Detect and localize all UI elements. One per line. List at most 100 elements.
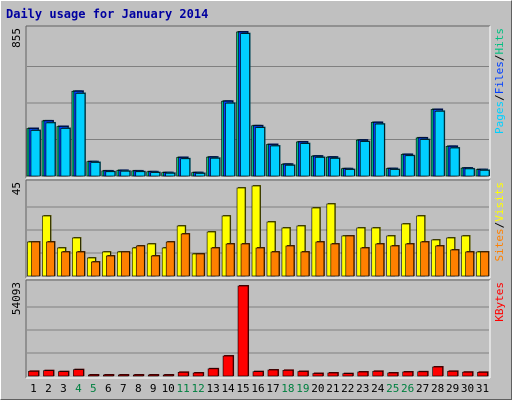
legend-files: Files <box>493 61 506 94</box>
bar-sites-day-25 <box>390 245 400 277</box>
legend-hits: Hits <box>493 28 506 55</box>
x-tick-day: 7 <box>120 382 127 395</box>
x-tick-day: 19 <box>296 382 309 395</box>
x-tick-day: 25 <box>386 382 399 395</box>
x-tick-day: 14 <box>221 382 235 395</box>
x-tick-day: 1 <box>30 382 37 395</box>
bar-sites-day-22 <box>345 235 355 277</box>
bar-kbytes-day-29 <box>447 371 458 377</box>
bar-sites-day-9 <box>150 255 160 277</box>
bar-pages-day-23 <box>359 141 370 177</box>
chart-title: Daily usage for January 2014 <box>6 7 208 21</box>
bar-pages-day-5 <box>90 162 101 177</box>
bar-pages-day-18 <box>285 165 295 177</box>
bar-kbytes-day-1 <box>28 371 39 377</box>
legend-separator: / <box>493 222 506 229</box>
bar-kbytes-day-25 <box>387 372 399 377</box>
bar-kbytes-day-14 <box>222 355 234 377</box>
x-tick-day: 23 <box>356 382 369 395</box>
series-pages <box>30 32 491 177</box>
bar-kbytes-day-16 <box>252 371 264 377</box>
x-tick-day: 4 <box>75 382 82 395</box>
bar-sites-day-16 <box>255 247 265 277</box>
bar-pages-day-13 <box>210 158 220 177</box>
x-tick-day: 20 <box>311 382 324 395</box>
bar-kbytes-day-5 <box>88 374 99 377</box>
bar-pages-day-31 <box>479 170 490 177</box>
bar-sites-day-18 <box>285 245 295 277</box>
bar-sites-day-14 <box>225 243 235 277</box>
bar-kbytes-day-19 <box>297 371 309 377</box>
bar-sites-day-23 <box>360 247 370 277</box>
bar-sites-day-30 <box>465 251 474 277</box>
bar-pages-day-30 <box>464 168 475 177</box>
bar-pages-day-26 <box>404 155 415 177</box>
bar-sites-day-24 <box>375 243 385 277</box>
bar-pages-day-28 <box>434 111 445 177</box>
legend-sites: Sites <box>493 228 506 261</box>
bar-kbytes-day-26 <box>402 371 413 377</box>
legend-separator: / <box>493 55 506 62</box>
series-kbytes <box>28 285 489 377</box>
legend-separator: / <box>493 94 506 101</box>
bar-pages-day-2 <box>45 122 56 177</box>
bar-sites-day-26 <box>405 243 414 277</box>
x-tick-day: 21 <box>326 382 339 395</box>
bar-sites-day-29 <box>450 249 459 277</box>
bar-kbytes-day-10 <box>162 374 174 377</box>
bar-kbytes-day-9 <box>147 374 159 377</box>
bar-kbytes-day-18 <box>282 370 294 377</box>
bar-pages-day-15 <box>240 33 250 177</box>
bar-sites-day-27 <box>420 241 429 277</box>
bar-kbytes-day-27 <box>417 371 428 377</box>
x-tick-day: 16 <box>251 382 264 395</box>
bar-kbytes-day-23 <box>357 371 369 377</box>
x-tick-day: 18 <box>281 382 294 395</box>
bar-pages-day-27 <box>419 139 430 177</box>
bar-kbytes-day-3 <box>58 371 69 377</box>
bar-kbytes-day-17 <box>267 369 279 377</box>
x-tick-day: 11 <box>177 382 190 395</box>
bar-pages-day-29 <box>449 147 460 177</box>
bar-pages-day-17 <box>270 145 280 177</box>
x-tick-day: 8 <box>135 382 142 395</box>
x-tick-day: 5 <box>90 382 97 395</box>
bar-pages-day-8 <box>135 171 146 177</box>
x-tick-day: 15 <box>236 382 249 395</box>
panel-kbytes: 54093 KBytes <box>10 279 506 379</box>
bar-pages-day-14 <box>225 102 235 177</box>
bar-pages-day-12 <box>195 173 205 177</box>
bar-pages-day-16 <box>255 127 265 177</box>
bar-sites-day-15 <box>240 243 250 277</box>
legend-pages: Pages <box>493 101 506 134</box>
bar-pages-day-11 <box>180 158 190 177</box>
x-tick-day: 31 <box>476 382 489 395</box>
bar-pages-day-6 <box>105 171 116 177</box>
series-sites <box>31 233 490 277</box>
bar-sites-day-21 <box>330 243 340 277</box>
panel-visits-sites: 45 Sites/Visits <box>10 179 506 279</box>
bar-sites-day-10 <box>165 241 175 277</box>
panel-background <box>26 280 490 378</box>
x-tick-day: 24 <box>371 382 385 395</box>
bar-sites-day-19 <box>300 251 310 277</box>
x-tick-day: 10 <box>162 382 175 395</box>
y-max-label: 54093 <box>10 282 23 315</box>
bar-pages-day-25 <box>389 169 400 177</box>
bar-kbytes-day-20 <box>312 373 324 377</box>
x-tick-day: 9 <box>150 382 157 395</box>
bar-sites-day-5 <box>91 261 100 277</box>
bar-pages-day-4 <box>75 93 86 177</box>
bar-pages-day-10 <box>165 173 175 177</box>
bar-kbytes-day-28 <box>432 366 443 377</box>
x-tick-day: 27 <box>416 382 429 395</box>
bar-kbytes-day-13 <box>207 368 219 377</box>
bar-sites-day-3 <box>61 251 70 277</box>
x-tick-day: 30 <box>461 382 474 395</box>
bar-kbytes-day-21 <box>327 372 339 377</box>
bar-kbytes-day-22 <box>342 373 354 377</box>
bar-kbytes-day-8 <box>132 374 144 377</box>
bar-pages-day-21 <box>330 158 340 177</box>
